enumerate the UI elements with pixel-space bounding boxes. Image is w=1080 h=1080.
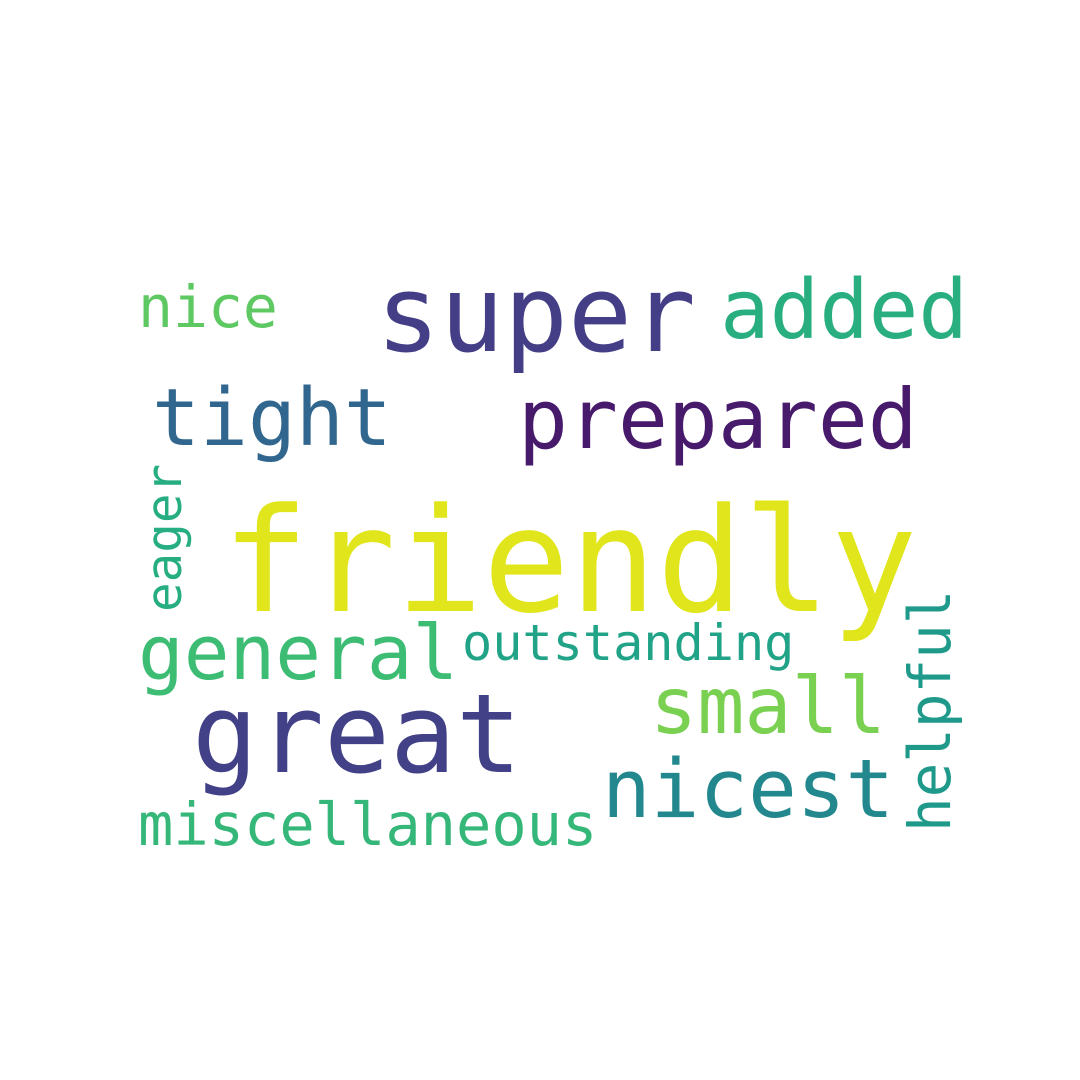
word-tight: tight	[152, 371, 392, 464]
word-nice: nice	[138, 273, 278, 341]
word-helpful: helpful	[897, 589, 964, 832]
word-small: small	[650, 661, 886, 752]
word-outstanding: outstanding	[462, 613, 795, 672]
word-friendly: friendly	[222, 478, 918, 646]
word-eager: eager	[135, 463, 193, 612]
word-general: general	[138, 608, 459, 697]
word-prepared: prepared	[518, 371, 918, 468]
word-added: added	[720, 263, 969, 358]
word-miscellaneous: miscellaneous	[138, 791, 598, 859]
word-super: super	[376, 253, 696, 377]
word-great: great	[192, 670, 522, 798]
word-nicest: nicest	[602, 743, 895, 837]
